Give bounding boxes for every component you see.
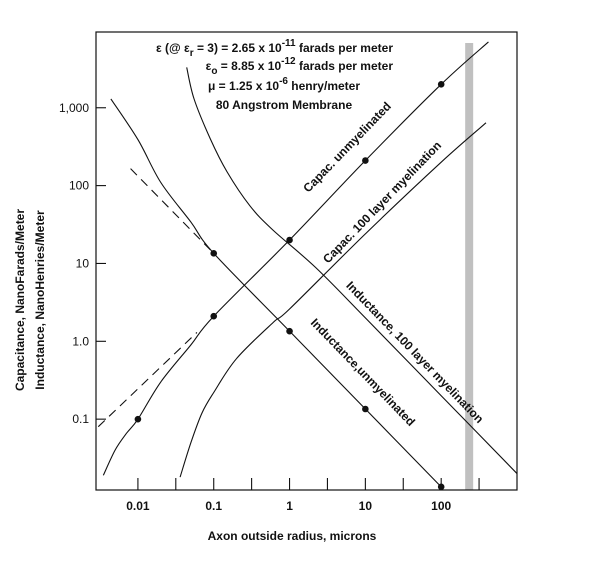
series-curves	[97, 41, 518, 491]
annotation-permittivity: ε (@ εr = 3) = 2.65 x 10-11 farads per m…	[156, 38, 393, 59]
plot-frame	[95, 31, 518, 491]
x-axis-title: Axon outside radius, microns	[208, 529, 377, 543]
data-point-capac-unmyelinated	[362, 157, 369, 164]
data-point-inductance-unmyelinated	[362, 405, 369, 413]
y-axis: 0.1 1.0 10 100 1,000	[59, 101, 106, 426]
reference-band	[465, 43, 474, 490]
x-tick-label: 0.01	[126, 499, 150, 513]
series-line-capac-100-layer-myelination	[179, 122, 487, 478]
annotation-permittivity-vacuum: εo = 8.85 x 10-12 farads per meter	[206, 56, 394, 77]
y-axis-title-line2: Inductance, NanoHenries/Meter	[33, 210, 47, 390]
asymptote-inductance-unmyelinated	[130, 168, 211, 251]
series-line-capac-unmyelinated	[102, 41, 489, 476]
x-tick-label: 10	[359, 499, 373, 513]
series-line-inductance-100-layer-myelination	[186, 67, 518, 474]
y-tick-label: 10	[76, 256, 90, 270]
data-point-capac-unmyelinated	[437, 81, 445, 88]
annotation-membrane: 80 Angstrom Membrane	[216, 98, 353, 112]
data-point-inductance-unmyelinated	[437, 483, 445, 491]
x-axis: 0.01 0.1 1 10 100	[126, 478, 480, 513]
x-tick-label: 100	[431, 499, 451, 513]
y-tick-label: 1,000	[59, 101, 89, 115]
series-label-capac-unmyelinated: Capac. unmyelinated	[300, 99, 393, 195]
y-tick-label: 100	[69, 179, 89, 193]
annotation-permeability: μ = 1.25 x 10-6 henry/meter	[208, 76, 360, 93]
y-axis-title-line1: Capacitance, NanoFarads/Meter	[13, 209, 27, 391]
data-point-inductance-unmyelinated	[210, 250, 218, 257]
data-point-capac-unmyelinated	[286, 236, 293, 244]
series-line-inductance-unmyelinated	[110, 98, 442, 488]
data-point-capac-unmyelinated	[134, 415, 142, 423]
data-point-inductance-unmyelinated	[286, 327, 293, 335]
series-label-inductance-100-layer: Inductance, 100 layer myelination	[343, 279, 486, 426]
y-tick-label: 0.1	[72, 412, 89, 426]
y-tick-label: 1.0	[72, 334, 89, 348]
x-tick-label: 0.1	[205, 499, 222, 513]
x-tick-label: 1	[286, 499, 293, 513]
data-point-capac-unmyelinated	[210, 312, 218, 320]
asymptote-capac-unmyelinated	[97, 332, 198, 428]
